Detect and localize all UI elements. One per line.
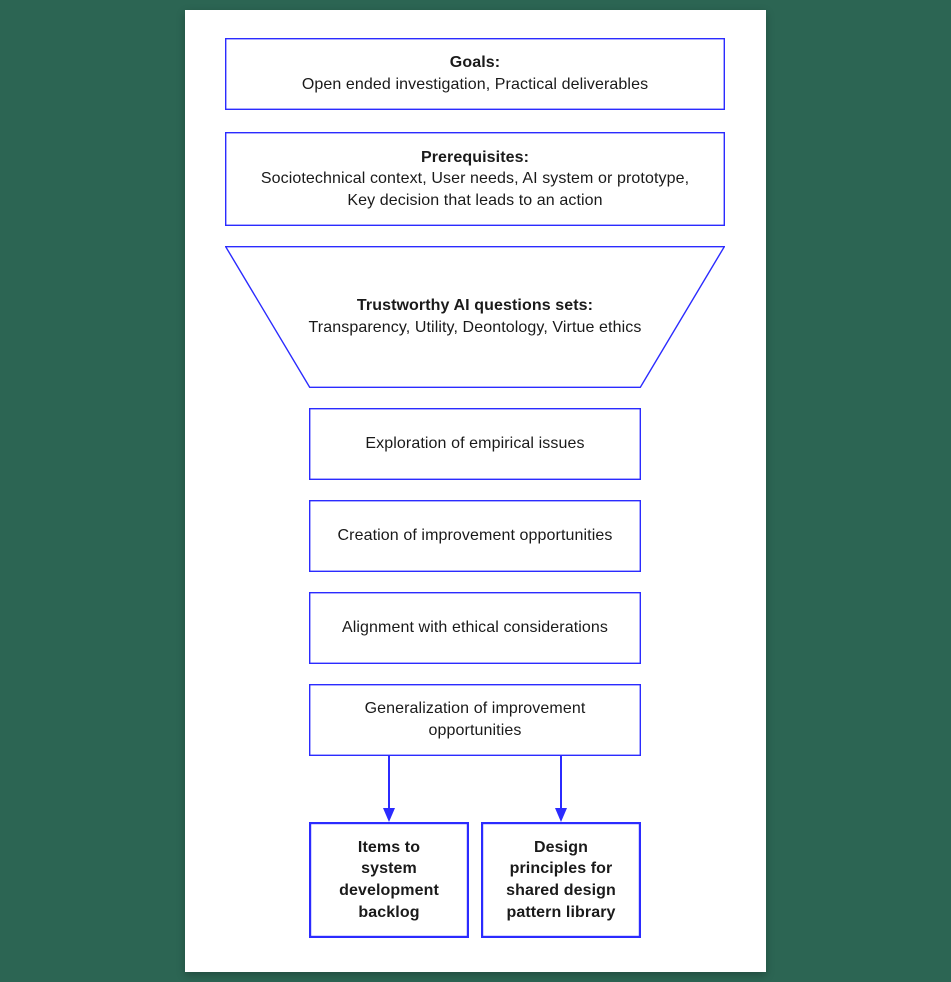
node-body-prerequisites: Sociotechnical context, User needs, AI s… — [245, 168, 705, 211]
node-body-goals: Open ended investigation, Practical deli… — [302, 74, 648, 96]
node-backlog: Items to system development backlog — [309, 822, 469, 938]
node-prerequisites: Prerequisites:Sociotechnical context, Us… — [225, 132, 725, 226]
node-body-principles: Design principles for shared design patt… — [501, 837, 621, 923]
node-text-goals: Goals:Open ended investigation, Practica… — [225, 38, 725, 110]
node-text-exploration: Exploration of empirical issues — [309, 408, 641, 480]
node-text-funnel: Trustworthy AI questions sets:Transparen… — [225, 246, 725, 388]
node-text-principles: Design principles for shared design patt… — [481, 822, 641, 938]
node-text-prerequisites: Prerequisites:Sociotechnical context, Us… — [225, 132, 725, 226]
node-principles: Design principles for shared design patt… — [481, 822, 641, 938]
node-funnel: Trustworthy AI questions sets:Transparen… — [225, 246, 725, 388]
node-title-funnel: Trustworthy AI questions sets: — [357, 295, 593, 317]
node-goals: Goals:Open ended investigation, Practica… — [225, 38, 725, 110]
node-text-generalization: Generalization of improvement opportunit… — [309, 684, 641, 756]
node-body-funnel: Transparency, Utility, Deontology, Virtu… — [309, 317, 642, 339]
node-body-alignment: Alignment with ethical considerations — [342, 617, 608, 639]
diagram-panel: Goals:Open ended investigation, Practica… — [185, 10, 766, 972]
node-alignment: Alignment with ethical considerations — [309, 592, 641, 664]
arrowhead-icon — [555, 808, 567, 822]
node-text-alignment: Alignment with ethical considerations — [309, 592, 641, 664]
node-text-backlog: Items to system development backlog — [309, 822, 469, 938]
node-body-creation: Creation of improvement opportunities — [338, 525, 613, 547]
node-body-backlog: Items to system development backlog — [329, 837, 449, 923]
node-title-goals: Goals: — [450, 52, 500, 74]
node-body-generalization: Generalization of improvement opportunit… — [329, 698, 621, 741]
node-text-creation: Creation of improvement opportunities — [309, 500, 641, 572]
node-generalization: Generalization of improvement opportunit… — [309, 684, 641, 756]
arrowhead-icon — [383, 808, 395, 822]
node-title-prerequisites: Prerequisites: — [421, 147, 529, 169]
diagram-canvas: Goals:Open ended investigation, Practica… — [0, 0, 951, 982]
node-exploration: Exploration of empirical issues — [309, 408, 641, 480]
node-body-exploration: Exploration of empirical issues — [365, 433, 584, 455]
node-creation: Creation of improvement opportunities — [309, 500, 641, 572]
